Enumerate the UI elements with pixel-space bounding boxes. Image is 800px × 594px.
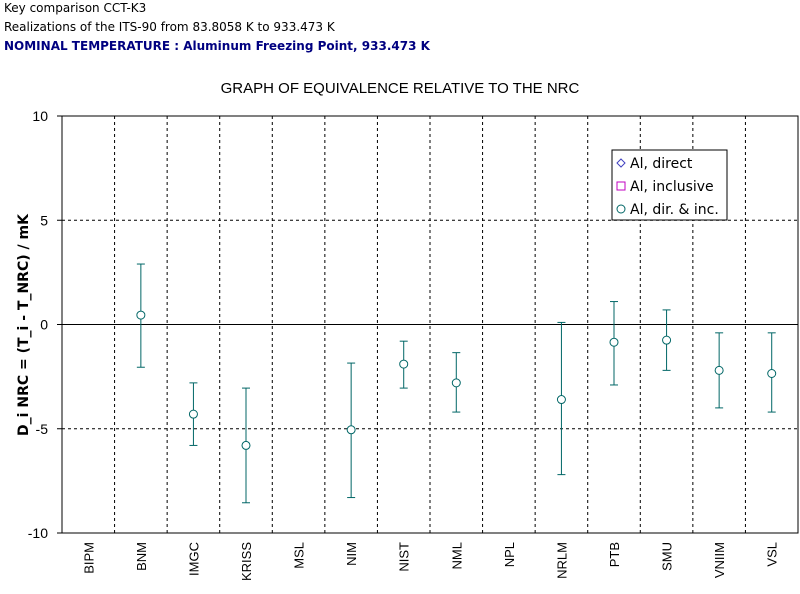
- category-label: NRLM: [554, 542, 569, 579]
- legend-label: Al, dir. & inc.: [630, 202, 719, 218]
- data-point: [241, 440, 251, 450]
- legend-label: Al, inclusive: [630, 179, 714, 195]
- data-point: [399, 359, 409, 369]
- data-point: [556, 395, 566, 405]
- category-label: MSL: [292, 542, 307, 569]
- y-tick-label: 5: [40, 212, 48, 228]
- legend-label: Al, direct: [630, 156, 693, 172]
- category-label: BNM: [134, 542, 149, 571]
- y-axis-label: D_i NRC = (T_i - T_NRC) / mK: [16, 213, 32, 436]
- y-tick-label: 0: [40, 317, 48, 333]
- category-label: KRISS: [239, 542, 254, 581]
- category-label: VSL: [765, 542, 780, 567]
- header-line-1: Key comparison CCT-K3: [4, 1, 147, 15]
- category-label: PTB: [607, 542, 622, 567]
- legend-box: [611, 149, 728, 221]
- category-label: IMGC: [186, 542, 201, 576]
- category-label: NIST: [397, 542, 412, 572]
- category-label: NIM: [344, 542, 359, 566]
- nominal-temperature-line: NOMINAL TEMPERATURE : Aluminum Freezing …: [4, 39, 430, 53]
- legend-marker-circle: [616, 204, 626, 214]
- y-tick-label: 10: [32, 108, 48, 124]
- category-label: VNIIM: [712, 542, 727, 578]
- plot-area: 10 5 0 -5 -10 BIPM BNM IMGC KRISS MSL NIM NIST NML NP…: [16, 108, 799, 581]
- data-point: [451, 378, 461, 388]
- y-tick-label: -10: [28, 525, 48, 541]
- category-label: NPL: [502, 542, 517, 567]
- data-point: [714, 365, 724, 375]
- data-point: [346, 425, 356, 435]
- category-label: SMU: [660, 542, 675, 571]
- category-label: BIPM: [81, 542, 96, 574]
- header-line-2: Realizations of the ITS-90 from 83.8058 …: [4, 20, 335, 34]
- data-point: [188, 409, 198, 419]
- data-point: [609, 337, 619, 347]
- data-point: [767, 368, 777, 378]
- y-tick-label: -5: [36, 421, 49, 437]
- category-label: NML: [449, 542, 464, 569]
- legend-marker-diamond: [616, 158, 626, 168]
- legend-marker-square: [616, 181, 626, 191]
- data-point: [136, 310, 146, 320]
- chart-title: GRAPH OF EQUIVALENCE RELATIVE TO THE NRC: [221, 80, 580, 97]
- data-point: [662, 335, 672, 345]
